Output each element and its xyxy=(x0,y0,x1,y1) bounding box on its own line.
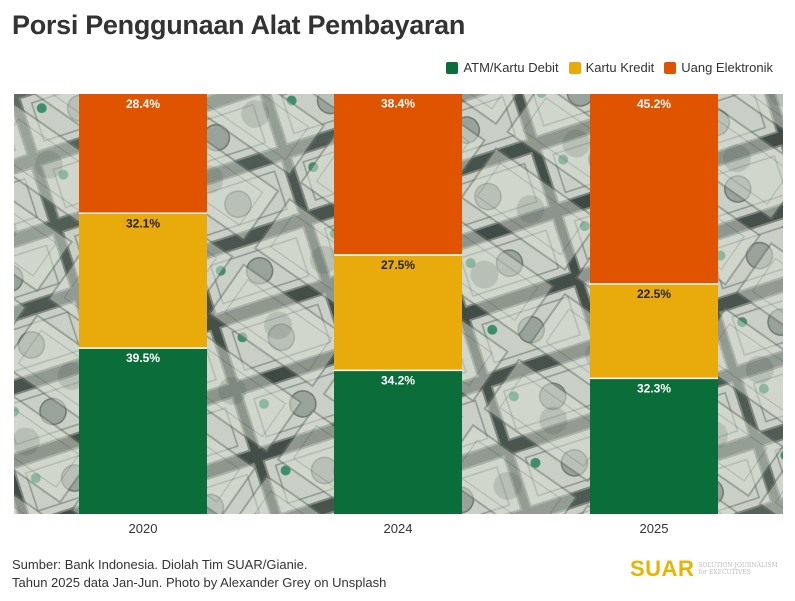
bar-atm-2025 xyxy=(590,378,718,514)
suar-logo: SUAR SOLUTION JOURNALISM for EXECUTIVES xyxy=(630,556,778,582)
data-label-atm-2024: 34.2% xyxy=(381,373,415,387)
legend-label-elektronik: Uang Elektronik xyxy=(681,60,773,75)
x-axis: 2020 2024 2025 xyxy=(14,521,783,541)
legend-swatch-atm xyxy=(446,61,459,74)
data-label-elektronik-2024: 38.4% xyxy=(381,97,415,111)
bar-atm-2024 xyxy=(334,370,462,514)
legend-swatch-elektronik xyxy=(664,61,677,74)
bar-kredit-2025 xyxy=(590,283,718,379)
legend-item-elektronik: Uang Elektronik xyxy=(664,60,773,75)
bar-elektronik-2020 xyxy=(79,94,207,214)
data-label-atm-2020: 39.5% xyxy=(126,351,160,365)
x-tick-label: 2020 xyxy=(128,521,158,536)
logo-tagline-line1: SOLUTION JOURNALISM xyxy=(698,562,778,569)
legend-label-kredit: Kartu Kredit xyxy=(585,60,655,75)
data-label-kredit-2020: 32.1% xyxy=(126,216,160,230)
bar-elektronik-2024 xyxy=(334,94,462,255)
data-label-elektronik-2020: 28.4% xyxy=(126,97,160,111)
logo-tagline: SOLUTION JOURNALISM for EXECUTIVES xyxy=(698,562,778,576)
data-label-kredit-2025: 22.5% xyxy=(637,287,671,301)
data-label-atm-2025: 32.3% xyxy=(637,381,671,395)
data-label-kredit-2024: 27.5% xyxy=(381,258,415,272)
chart-legend: ATM/Kartu Debit Kartu Kredit Uang Elektr… xyxy=(446,60,773,75)
chart-title: Porsi Penggunaan Alat Pembayaran xyxy=(12,10,466,40)
legend-item-kredit: Kartu Kredit xyxy=(568,60,655,75)
logo-wordmark: SUAR xyxy=(630,556,695,581)
bar-kredit-2020 xyxy=(79,213,207,349)
legend-item-atm: ATM/Kartu Debit xyxy=(446,60,559,75)
bar-elektronik-2025 xyxy=(590,94,718,284)
bar-atm-2020 xyxy=(79,348,207,514)
plot-area: 39.5% 32.1% 28.4% 34.2% 27.5% 38.4% 32.3% 22.5%… xyxy=(14,94,783,514)
bar-kredit-2024 xyxy=(334,254,462,371)
x-tick-label: 2025 xyxy=(639,521,669,536)
source-line-2: Tahun 2025 data Jan-Jun. Photo by Alexan… xyxy=(12,575,387,590)
source-line-1: Sumber: Bank Indonesia. Diolah Tim SUAR/… xyxy=(12,557,308,572)
x-tick-label: 2024 xyxy=(383,521,413,536)
stacked-bars: 39.5% 32.1% 28.4% 34.2% 27.5% 38.4% 32.3% 22.5%… xyxy=(79,94,718,514)
data-label-elektronik-2025: 45.2% xyxy=(637,97,671,111)
source-note: Sumber: Bank Indonesia. Diolah Tim SUAR/… xyxy=(12,556,386,592)
legend-swatch-kredit xyxy=(568,61,581,74)
logo-tagline-line2: for EXECUTIVES xyxy=(698,569,751,576)
legend-label-atm: ATM/Kartu Debit xyxy=(463,60,559,75)
